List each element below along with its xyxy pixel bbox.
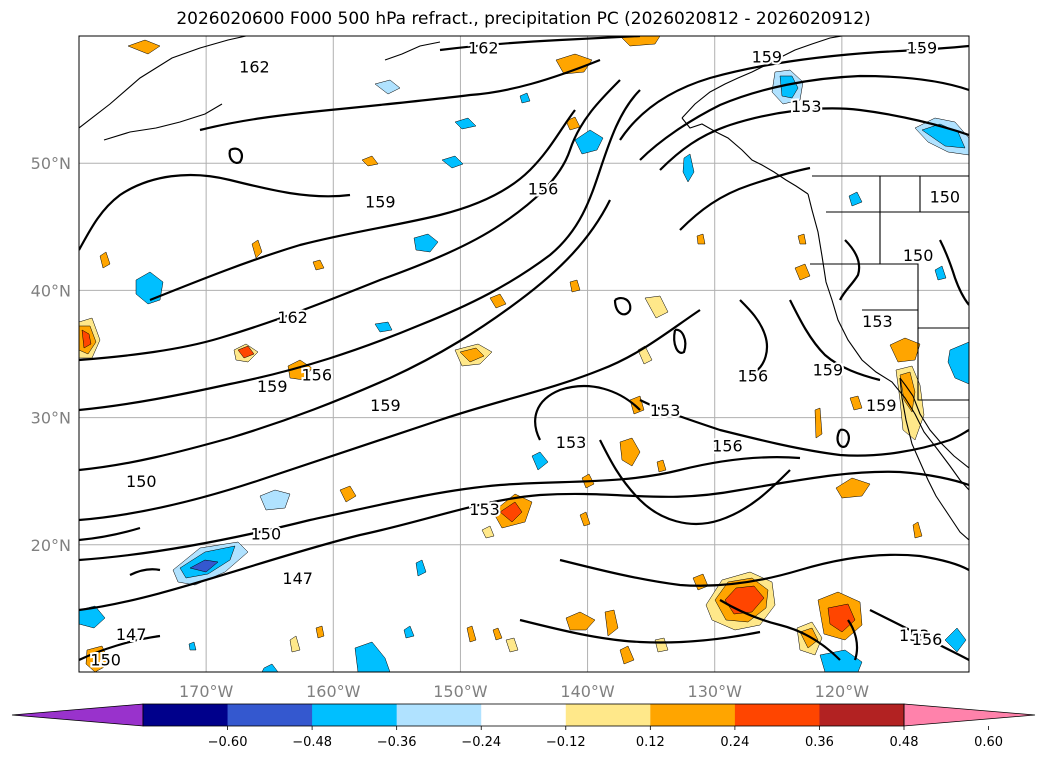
colorbar-tick-label: 0.36 <box>805 735 834 750</box>
colorbar-tick-label: 0.12 <box>636 735 665 750</box>
contour-label: 153 <box>650 401 681 420</box>
colorbar-tick-label: 0.48 <box>890 735 919 750</box>
colorbar-segment <box>819 704 905 726</box>
contour-label: 159 <box>365 192 396 211</box>
colorbar-tick-label: 0.60 <box>974 735 1003 750</box>
contour-label: 159 <box>907 38 938 57</box>
refractivity-contours <box>79 36 969 661</box>
contour-label: 156 <box>528 180 559 199</box>
contour-label: 150 <box>930 187 961 206</box>
colorbar-segment <box>481 704 567 726</box>
contour-label: 156 <box>738 367 769 386</box>
colorbar-tick-label: −0.12 <box>546 735 586 750</box>
colorbar-frame <box>142 703 905 727</box>
contour-label: 150 <box>251 524 282 543</box>
contour-label: 150 <box>903 246 934 265</box>
colorbar-tick-label: −0.24 <box>461 735 501 750</box>
contour-label: 162 <box>277 308 308 327</box>
lat-tick-label: 20°N <box>31 536 71 555</box>
latitude-tick-labels: 50°N 40°N 30°N 20°N <box>31 154 71 555</box>
lon-tick-label: 130°W <box>688 682 743 701</box>
negative-anomaly-cells <box>79 69 969 672</box>
contour-label: 153 <box>469 500 500 519</box>
longitude-tick-labels: 170°W 160°W 150°W 140°W 130°W 120°W <box>179 682 869 701</box>
contour-label: 162 <box>239 58 270 77</box>
contour-label: 162 <box>468 38 499 57</box>
map-frame <box>78 35 970 673</box>
contour-label: 159 <box>257 377 288 396</box>
lon-tick-label: 120°W <box>815 682 870 701</box>
contour-label: 159 <box>813 360 844 379</box>
lon-tick-label: 170°W <box>179 682 234 701</box>
contour-label: 147 <box>282 569 313 588</box>
contour-label: 156 <box>301 365 332 384</box>
contour-label: 150 <box>126 472 157 491</box>
lon-tick-label: 150°W <box>433 682 488 701</box>
contour-label: 153 <box>899 626 930 645</box>
contour-label: 159 <box>370 396 401 415</box>
contour-label: 156 <box>712 437 743 456</box>
coastlines <box>79 36 969 541</box>
contour-label: 153 <box>556 433 587 452</box>
contour-label: 156 <box>912 630 943 649</box>
contour-label: 147 <box>116 625 147 644</box>
colorbar-tick-label: −0.36 <box>377 735 417 750</box>
colorbar-tick-label: −0.48 <box>292 735 332 750</box>
colorbar-segment <box>312 704 398 726</box>
contour-label: 153 <box>862 312 893 331</box>
colorbar-segment <box>734 704 820 726</box>
colorbar-segment <box>396 704 482 726</box>
colorbar-extend-high <box>903 703 1036 727</box>
colorbar-segment <box>143 704 229 726</box>
colorbar-tick-labels: −0.60 −0.48 −0.36 −0.24 −0.12 0.12 0.24 0.36 0.4… <box>208 726 1003 750</box>
lon-tick-label: 140°W <box>560 682 615 701</box>
lat-tick-label: 50°N <box>31 154 71 173</box>
lat-tick-label: 30°N <box>31 409 71 428</box>
colorbar-segment <box>650 704 736 726</box>
lat-tick-label: 40°N <box>31 281 71 300</box>
colorbar-segment <box>565 704 651 726</box>
chart-title: 2026020600 F000 500 hPa refract., precip… <box>176 9 871 29</box>
colorbar-tick-label: 0.24 <box>720 735 749 750</box>
lon-tick-label: 160°W <box>306 682 361 701</box>
contour-label: 159 <box>866 396 897 415</box>
colorbar-tick-label: −0.60 <box>208 735 248 750</box>
contour-label: 159 <box>752 47 783 66</box>
colorbar-extend-low <box>11 703 144 727</box>
colorbar-segment <box>227 704 313 726</box>
colorbar <box>11 703 1036 727</box>
contour-label: 153 <box>791 97 822 116</box>
contour-label: 150 <box>90 650 121 669</box>
